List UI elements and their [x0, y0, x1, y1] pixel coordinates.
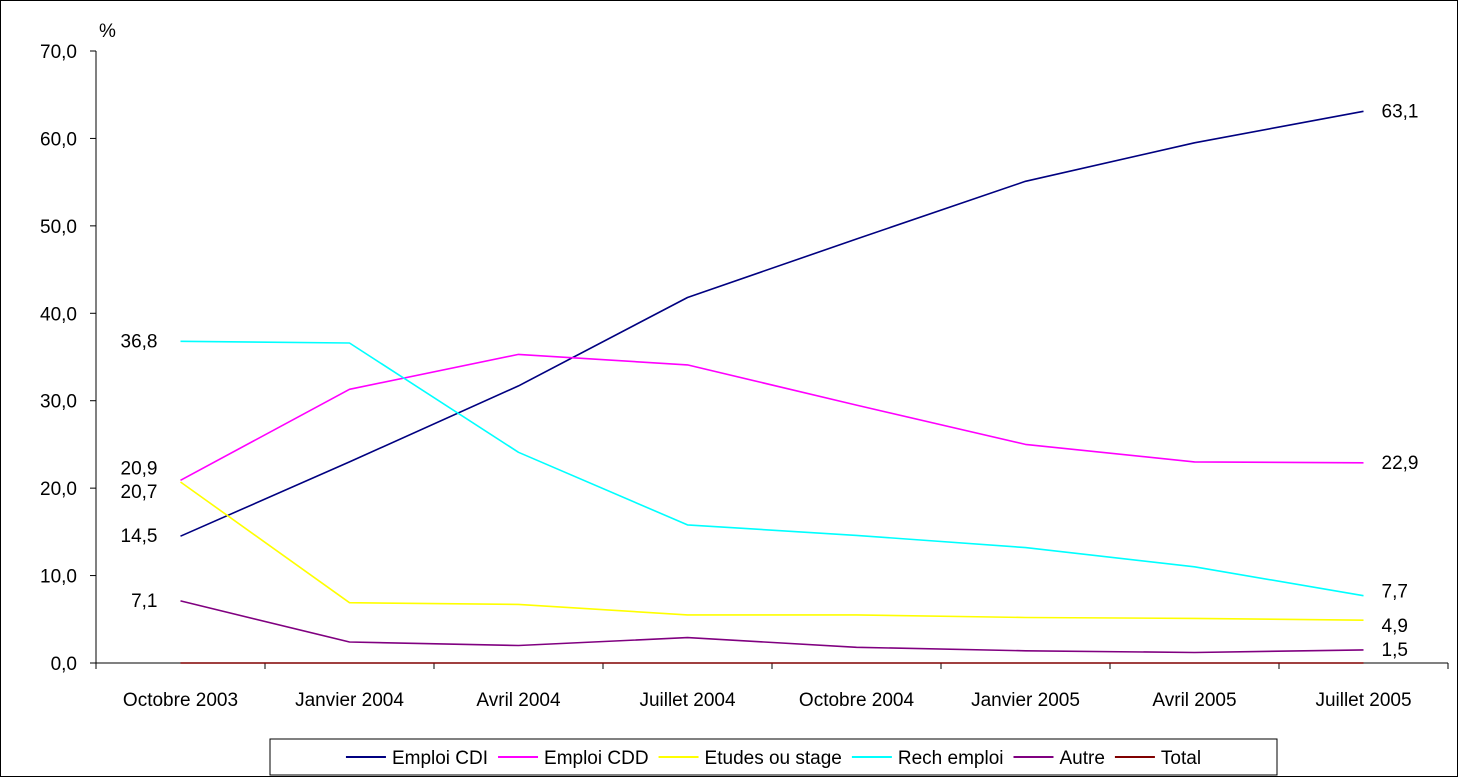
legend-item-label: Emploi CDI	[392, 748, 488, 769]
x-tick-label: Octobre 2004	[799, 690, 915, 711]
data-label: 20,7	[121, 482, 158, 503]
data-label: 1,5	[1382, 640, 1408, 661]
y-tick-label: 60,0	[40, 129, 77, 150]
axes: 0,0 10,0 20,0 30,0 40,0 50,0 60,0 70,0% Octobre …	[40, 21, 1449, 711]
x-tick-label: Janvier 2005	[971, 690, 1080, 711]
x-tick-label: Juillet 2004	[639, 690, 736, 711]
series-line-autre	[180, 600, 1364, 654]
data-label: 4,9	[1382, 616, 1408, 637]
data-label: 7,1	[131, 591, 157, 612]
legend-item-label: Emploi CDD	[544, 748, 649, 769]
y-tick-label: 70,0	[40, 42, 77, 63]
data-label: 36,8	[121, 331, 158, 352]
data-labels: 36,8 20,9 20,7 14,5 7,1 63,1 22,9 7,7 4,9 1,5	[121, 101, 1419, 661]
legend-item-label: Rech emploi	[898, 748, 1004, 769]
x-tick-label: Octobre 2003	[123, 690, 238, 711]
series-line-rech-emploi	[180, 340, 1364, 597]
series-line-etudes-ou-stage	[180, 481, 1364, 621]
y-tick-label: 50,0	[40, 217, 77, 238]
x-tick-label: Janvier 2004	[295, 690, 404, 711]
legend-item-label: Autre	[1059, 748, 1104, 769]
x-tick-label: Avril 2004	[476, 690, 561, 711]
series-line-emploi-cdd	[180, 353, 1364, 482]
y-tick-label: 30,0	[40, 392, 77, 413]
data-label: 7,7	[1382, 582, 1408, 603]
series-line-emploi-cdi	[180, 110, 1364, 537]
y-tick-label: 40,0	[40, 304, 77, 325]
legend-item-label: Total	[1161, 748, 1201, 769]
legend: Emploi CDI Emploi CDD Etudes ou stage Rech …	[269, 738, 1278, 776]
series-lines	[180, 110, 1364, 664]
data-label: 63,1	[1382, 101, 1419, 122]
y-tick-label: 0,0	[51, 654, 77, 675]
legend-box	[269, 738, 1278, 776]
data-label: 20,9	[121, 458, 158, 479]
x-tick-label: Juillet 2005	[1315, 690, 1411, 711]
y-tick-label: 20,0	[40, 479, 77, 500]
y-axis-label: %	[99, 21, 116, 42]
legend-item-label: Etudes ou stage	[705, 748, 842, 769]
x-tick-label: Avril 2005	[1152, 690, 1236, 711]
y-tick-label: 10,0	[40, 567, 77, 588]
data-label: 22,9	[1382, 453, 1419, 474]
data-label: 14,5	[121, 526, 158, 547]
